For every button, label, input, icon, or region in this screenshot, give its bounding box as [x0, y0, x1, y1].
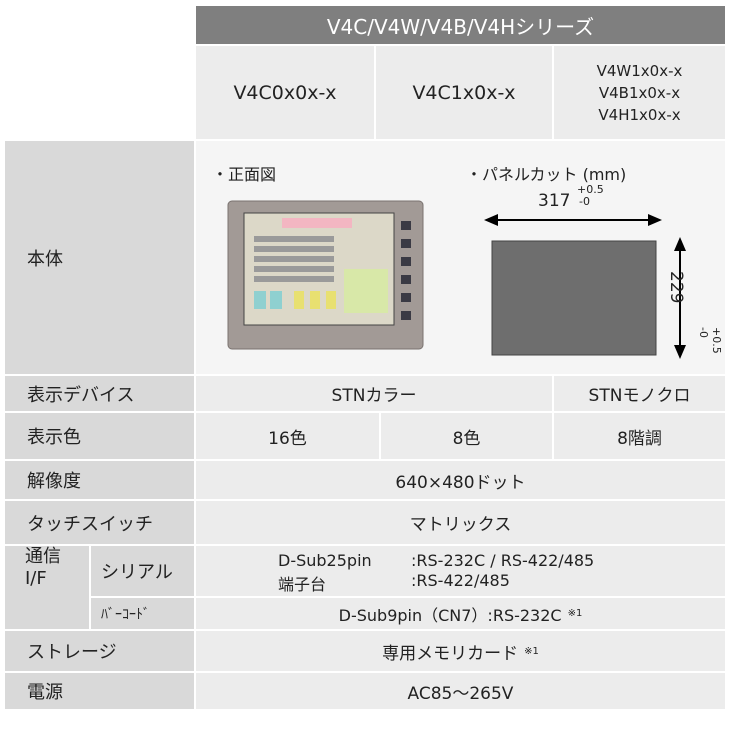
- height-tol-minus: -0: [697, 327, 710, 338]
- label-line: I/F: [25, 568, 47, 589]
- illustration: [227, 200, 686, 359]
- model: V4W1x0x-x: [596, 61, 683, 80]
- model-group: V4W1x0x-x V4B1x0x-x V4H1x0x-x: [553, 45, 726, 140]
- note: ※1: [567, 608, 583, 619]
- model: V4B1x0x-x: [598, 83, 681, 102]
- height-tol-plus: +0.5: [710, 327, 723, 354]
- height: 229: [666, 271, 686, 304]
- series-header: V4C/V4W/V4B/V4Hシリーズ: [195, 5, 726, 45]
- cell: マトリックス: [195, 500, 726, 545]
- sub-label: シリアル: [90, 545, 195, 597]
- row-label: ストレージ: [4, 630, 195, 672]
- width-tol-minus: -0: [579, 195, 590, 208]
- row-label: 通信 I/F: [4, 545, 90, 630]
- cell: 8色: [380, 412, 553, 460]
- note: ※1: [524, 645, 539, 657]
- cell: AC85～265V: [195, 672, 726, 710]
- cell: STNモノクロ: [553, 375, 726, 412]
- cell: D-Sub25pin :RS-232C / RS-422/485 端子台 :RS…: [195, 545, 726, 597]
- label-line: 通信: [25, 546, 61, 567]
- port-name: 端子台: [278, 575, 327, 594]
- body-cell: ・正面図 ・パネルカット (mm) 317 +0.5 -0 229 +0.5 -…: [195, 140, 726, 375]
- cell-text: D-Sub9pin（CN7）:RS-232C: [338, 605, 562, 625]
- model: V4C0x0x-x: [195, 45, 375, 140]
- cell: 8階調: [553, 412, 726, 460]
- port-name: D-Sub25pin: [278, 551, 372, 570]
- cell: 640×480ドット: [195, 460, 726, 500]
- front-view-label: ・正面図: [212, 165, 277, 184]
- model: V4C1x0x-x: [375, 45, 553, 140]
- width-tol-plus: +0.5: [577, 183, 604, 196]
- cell: STNカラー: [195, 375, 553, 412]
- row-label: 表示色: [4, 412, 195, 460]
- row-label: 電源: [4, 672, 195, 710]
- port-value: :RS-232C / RS-422/485: [411, 551, 595, 570]
- row-label: タッチスイッチ: [4, 500, 195, 545]
- width: 317: [538, 191, 571, 211]
- port-value: :RS-422/485: [411, 571, 510, 590]
- cell-text: 専用メモリカード: [382, 643, 519, 664]
- cell: D-Sub9pin（CN7）:RS-232C ※1: [195, 597, 726, 630]
- panel-cut-label: ・パネルカット (mm): [466, 165, 627, 184]
- row-label: 表示デバイス: [4, 375, 195, 412]
- cell: 16色: [195, 412, 380, 460]
- row-label: 本体: [4, 140, 195, 375]
- row-label: 解像度: [4, 460, 195, 500]
- model: V4H1x0x-x: [598, 105, 681, 124]
- sub-label: ﾊﾞｰｺｰﾄﾞ: [90, 597, 195, 630]
- cell: 専用メモリカード ※1: [195, 630, 726, 672]
